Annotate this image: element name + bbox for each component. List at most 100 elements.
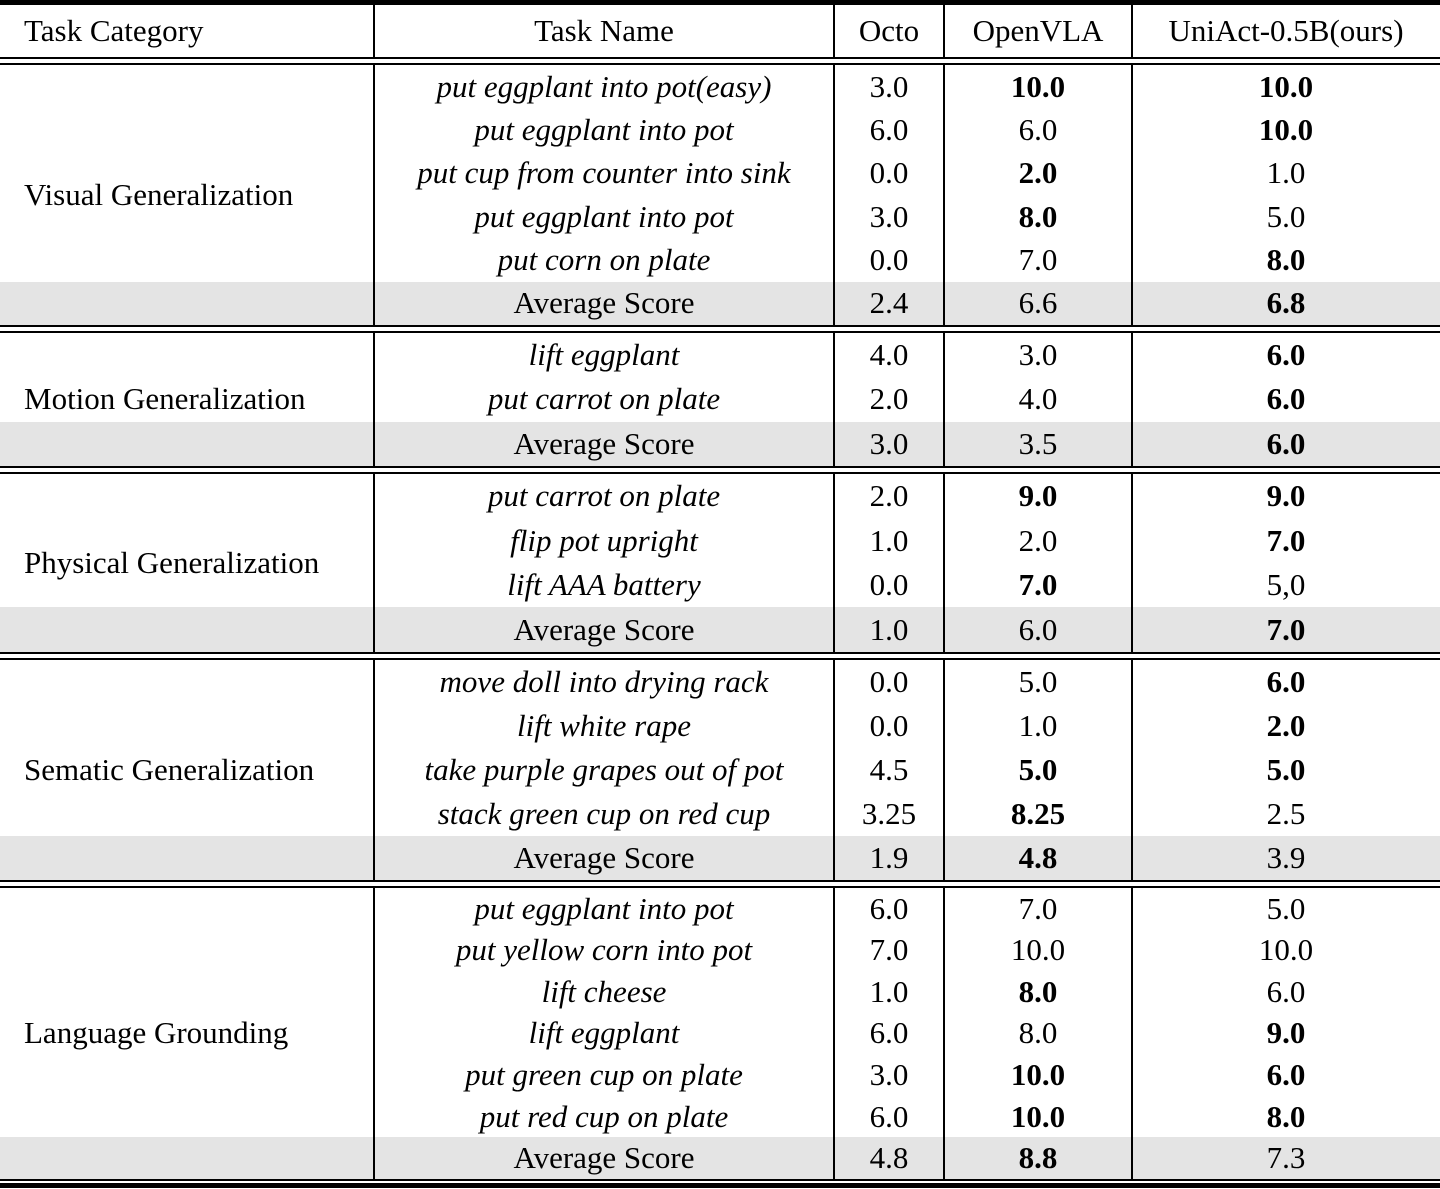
top-rule xyxy=(0,0,1440,5)
score-cell-octo: 4.5 xyxy=(869,751,909,787)
task-name-cell: put eggplant into pot xyxy=(474,198,734,234)
score-cell-openvla: 8.0 xyxy=(1018,198,1058,234)
score-cell-uniact: 5.0 xyxy=(1266,198,1306,234)
score-cell-openvla: 2.0 xyxy=(1018,155,1058,191)
task-name-cell: lift white rape xyxy=(517,707,691,743)
task-name-cell: put corn on plate xyxy=(497,241,711,277)
score-cell-octo: 6.0 xyxy=(869,111,909,147)
header-rule xyxy=(0,57,1440,65)
score-cell-openvla: 7.0 xyxy=(1018,890,1058,926)
task-name-cell: put eggplant into pot(easy) xyxy=(436,68,772,104)
column-divider xyxy=(1131,473,1133,652)
score-cell-octo: 3.0 xyxy=(869,1056,909,1092)
average-octo: 1.0 xyxy=(869,611,909,647)
score-cell-openvla: 2.0 xyxy=(1018,522,1058,558)
score-cell-openvla: 8.25 xyxy=(1010,795,1066,831)
score-cell-openvla: 7.0 xyxy=(1018,567,1058,603)
average-row: Average Score 1.0 6.0 7.0 xyxy=(0,607,1440,652)
task-row: put corn on plate 0.0 7.0 8.0 xyxy=(0,238,1440,281)
score-cell-uniact: 6.0 xyxy=(1266,663,1306,699)
average-openvla: 6.0 xyxy=(1018,611,1058,647)
category-label: Sematic Generalization xyxy=(24,751,315,787)
column-divider xyxy=(373,5,375,57)
average-label: Average Score xyxy=(513,1140,695,1176)
average-label: Average Score xyxy=(513,839,695,875)
section-rule xyxy=(0,651,1440,660)
column-divider xyxy=(373,887,375,1179)
column-divider xyxy=(833,65,835,325)
score-cell-octo: 3.0 xyxy=(869,68,909,104)
score-cell-openvla: 1.0 xyxy=(1018,707,1058,743)
score-cell-openvla: 4.0 xyxy=(1018,381,1058,417)
column-divider xyxy=(373,65,375,325)
score-cell-openvla: 8.0 xyxy=(1018,973,1058,1009)
score-cell-uniact: 2.5 xyxy=(1266,795,1306,831)
score-cell-openvla: 5.0 xyxy=(1018,663,1058,699)
task-row: put eggplant into pot(easy) 3.0 10.0 10.… xyxy=(0,65,1440,108)
task-row: put carrot on plate 2.0 9.0 9.0 xyxy=(0,474,1440,519)
score-cell-octo: 0.0 xyxy=(869,155,909,191)
average-octo: 2.4 xyxy=(869,285,909,321)
section-sematic-generalization: move doll into drying rack 0.0 5.0 6.0 l… xyxy=(0,659,1440,880)
header-cell-octo: Octo xyxy=(858,13,920,48)
table-header: Task Category Task Name Octo OpenVLA Uni… xyxy=(0,5,1440,57)
section-rule xyxy=(0,465,1440,474)
average-octo: 3.0 xyxy=(869,425,909,461)
task-name-cell: lift eggplant xyxy=(528,337,680,373)
task-name-cell: take purple grapes out of pot xyxy=(424,751,784,787)
task-name-cell: lift cheese xyxy=(541,973,667,1009)
column-divider xyxy=(943,65,945,325)
score-cell-uniact: 5.0 xyxy=(1266,751,1306,787)
header-cell-task-category: Task Category xyxy=(24,13,204,48)
average-openvla: 4.8 xyxy=(1018,839,1058,875)
column-divider xyxy=(1131,332,1133,466)
section-visual-generalization: put eggplant into pot(easy) 3.0 10.0 10.… xyxy=(0,65,1440,325)
score-cell-uniact: 6.0 xyxy=(1266,973,1306,1009)
task-name-cell: put eggplant into pot xyxy=(474,111,734,147)
score-cell-octo: 3.0 xyxy=(869,198,909,234)
average-octo: 4.8 xyxy=(869,1140,909,1176)
score-cell-openvla: 10.0 xyxy=(1010,932,1066,968)
average-octo: 1.9 xyxy=(869,839,909,875)
task-name-cell: move doll into drying rack xyxy=(439,663,769,699)
column-divider xyxy=(1131,887,1133,1179)
score-cell-openvla: 10.0 xyxy=(1010,1056,1066,1092)
score-cell-octo: 1.0 xyxy=(869,973,909,1009)
task-row: flip pot upright 1.0 2.0 7.0 xyxy=(0,518,1440,563)
task-name-cell: put eggplant into pot xyxy=(474,890,734,926)
score-cell-octo: 4.0 xyxy=(869,337,909,373)
category-label: Language Grounding xyxy=(24,1015,289,1051)
average-uniact: 6.0 xyxy=(1266,425,1306,461)
column-divider xyxy=(1131,659,1133,880)
section-language-grounding: put eggplant into pot 6.0 7.0 5.0 put ye… xyxy=(0,887,1440,1179)
task-name-cell: stack green cup on red cup xyxy=(437,795,771,831)
average-uniact: 3.9 xyxy=(1266,839,1306,875)
column-divider xyxy=(833,5,835,57)
score-cell-uniact: 6.0 xyxy=(1266,337,1306,373)
task-row: lift cheese 1.0 8.0 6.0 xyxy=(0,971,1440,1013)
score-cell-uniact: 8.0 xyxy=(1266,241,1306,277)
column-divider xyxy=(943,5,945,57)
score-cell-openvla: 9.0 xyxy=(1018,478,1058,514)
task-row: put eggplant into pot 6.0 6.0 10.0 xyxy=(0,108,1440,151)
task-name-cell: lift eggplant xyxy=(528,1015,680,1051)
column-divider xyxy=(1131,5,1133,57)
header-cell-task-name: Task Name xyxy=(534,13,674,48)
task-row: lift white rape 0.0 1.0 2.0 xyxy=(0,704,1440,748)
score-cell-openvla: 6.0 xyxy=(1018,111,1058,147)
score-cell-openvla: 5.0 xyxy=(1018,751,1058,787)
task-name-cell: put carrot on plate xyxy=(487,381,721,417)
score-cell-octo: 0.0 xyxy=(869,663,909,699)
average-uniact: 6.8 xyxy=(1266,285,1306,321)
score-cell-octo: 7.0 xyxy=(869,932,909,968)
average-uniact: 7.3 xyxy=(1266,1140,1306,1176)
score-cell-octo: 2.0 xyxy=(869,381,909,417)
column-divider xyxy=(373,473,375,652)
column-divider xyxy=(1131,65,1133,325)
score-cell-uniact: 5.0 xyxy=(1266,890,1306,926)
score-cell-openvla: 8.0 xyxy=(1018,1015,1058,1051)
section-rule xyxy=(0,879,1440,888)
average-openvla: 3.5 xyxy=(1018,425,1058,461)
average-row: Average Score 1.9 4.8 3.9 xyxy=(0,835,1440,880)
average-label: Average Score xyxy=(513,611,695,647)
